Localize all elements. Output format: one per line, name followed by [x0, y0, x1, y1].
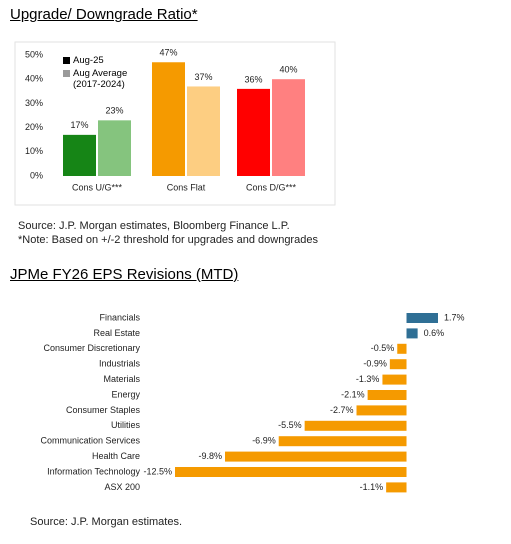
value-label: 0.6%: [424, 328, 445, 338]
category-label: Consumer Staples: [66, 405, 141, 415]
value-label: -0.9%: [363, 359, 387, 369]
value-label: -1.1%: [360, 482, 384, 492]
category-label: Information Technology: [47, 466, 140, 476]
legend-entry: Aug-25: [63, 55, 148, 66]
bar: [386, 482, 407, 493]
bar: [272, 79, 305, 176]
category-label: Materials: [103, 374, 140, 384]
value-label: 36%: [244, 74, 262, 84]
bar: [278, 436, 407, 447]
x-tick-label: Cons Flat: [167, 182, 206, 192]
category-label: ASX 200: [104, 482, 140, 492]
category-label: Real Estate: [93, 328, 140, 338]
value-label: -1.3%: [356, 374, 380, 384]
x-tick-label: Cons D/G***: [246, 182, 297, 192]
value-label: -2.1%: [341, 389, 365, 399]
category-label: Communication Services: [40, 436, 140, 446]
bar: [63, 134, 96, 176]
bar: [406, 328, 418, 339]
y-tick-label: 40%: [25, 74, 43, 84]
bar: [397, 343, 407, 354]
y-tick-label: 0%: [30, 170, 43, 180]
bar: [187, 86, 220, 176]
value-label: -9.8%: [198, 451, 222, 461]
source: Source: J.P. Morgan estimates, Bloomberg…: [18, 220, 290, 232]
y-tick-label: 30%: [25, 98, 43, 108]
bar: [382, 374, 407, 385]
bar: [356, 405, 407, 416]
y-tick-label: 20%: [25, 122, 43, 132]
value-label: 23%: [105, 106, 123, 116]
value-label: -2.7%: [330, 405, 354, 415]
bar: [237, 88, 270, 176]
bar: [175, 467, 407, 477]
value-label: 17%: [70, 120, 88, 130]
legend: Aug-25 Aug Average (2017-2024): [63, 55, 148, 92]
y-tick-label: 50%: [25, 49, 43, 59]
y-tick-label: 10%: [25, 146, 43, 156]
x-tick-label: Cons U/G***: [72, 182, 123, 192]
category-label: Consumer Discretionary: [43, 343, 140, 353]
category-label: Health Care: [92, 451, 140, 461]
bar: [225, 451, 407, 462]
category-label: Financials: [99, 312, 140, 322]
bar: [98, 120, 131, 176]
value-label: 47%: [159, 48, 177, 58]
heading: Upgrade/ Downgrade Ratio*: [10, 6, 198, 23]
bar: [389, 359, 407, 370]
legend-swatch: [63, 70, 70, 77]
bar: [367, 390, 407, 400]
bar: [152, 62, 185, 177]
bar: [304, 420, 407, 431]
value-label: 1.7%: [444, 312, 465, 322]
category-label: Utilities: [111, 420, 141, 430]
source: Source: J.P. Morgan estimates.: [30, 516, 183, 528]
note: *Note: Based on +/-2 threshold for upgra…: [18, 234, 318, 246]
value-label: 40%: [279, 65, 297, 75]
value-label: -0.5%: [371, 343, 395, 353]
legend-swatch: [63, 57, 70, 64]
legend-label: Aug Average (2017-2024): [73, 68, 128, 90]
legend-entry: Aug Average (2017-2024): [63, 68, 148, 90]
category-label: Energy: [111, 389, 140, 399]
category-label: Industrials: [99, 359, 141, 369]
value-label: -6.9%: [252, 436, 276, 446]
value-label: -12.5%: [143, 466, 172, 476]
bar: [406, 313, 438, 323]
legend-label: Aug-25: [73, 55, 104, 66]
chart-frame: [14, 41, 336, 206]
value-label: 37%: [194, 72, 212, 82]
value-label: -5.5%: [278, 420, 302, 430]
heading: JPMe FY26 EPS Revisions (MTD): [10, 266, 239, 283]
